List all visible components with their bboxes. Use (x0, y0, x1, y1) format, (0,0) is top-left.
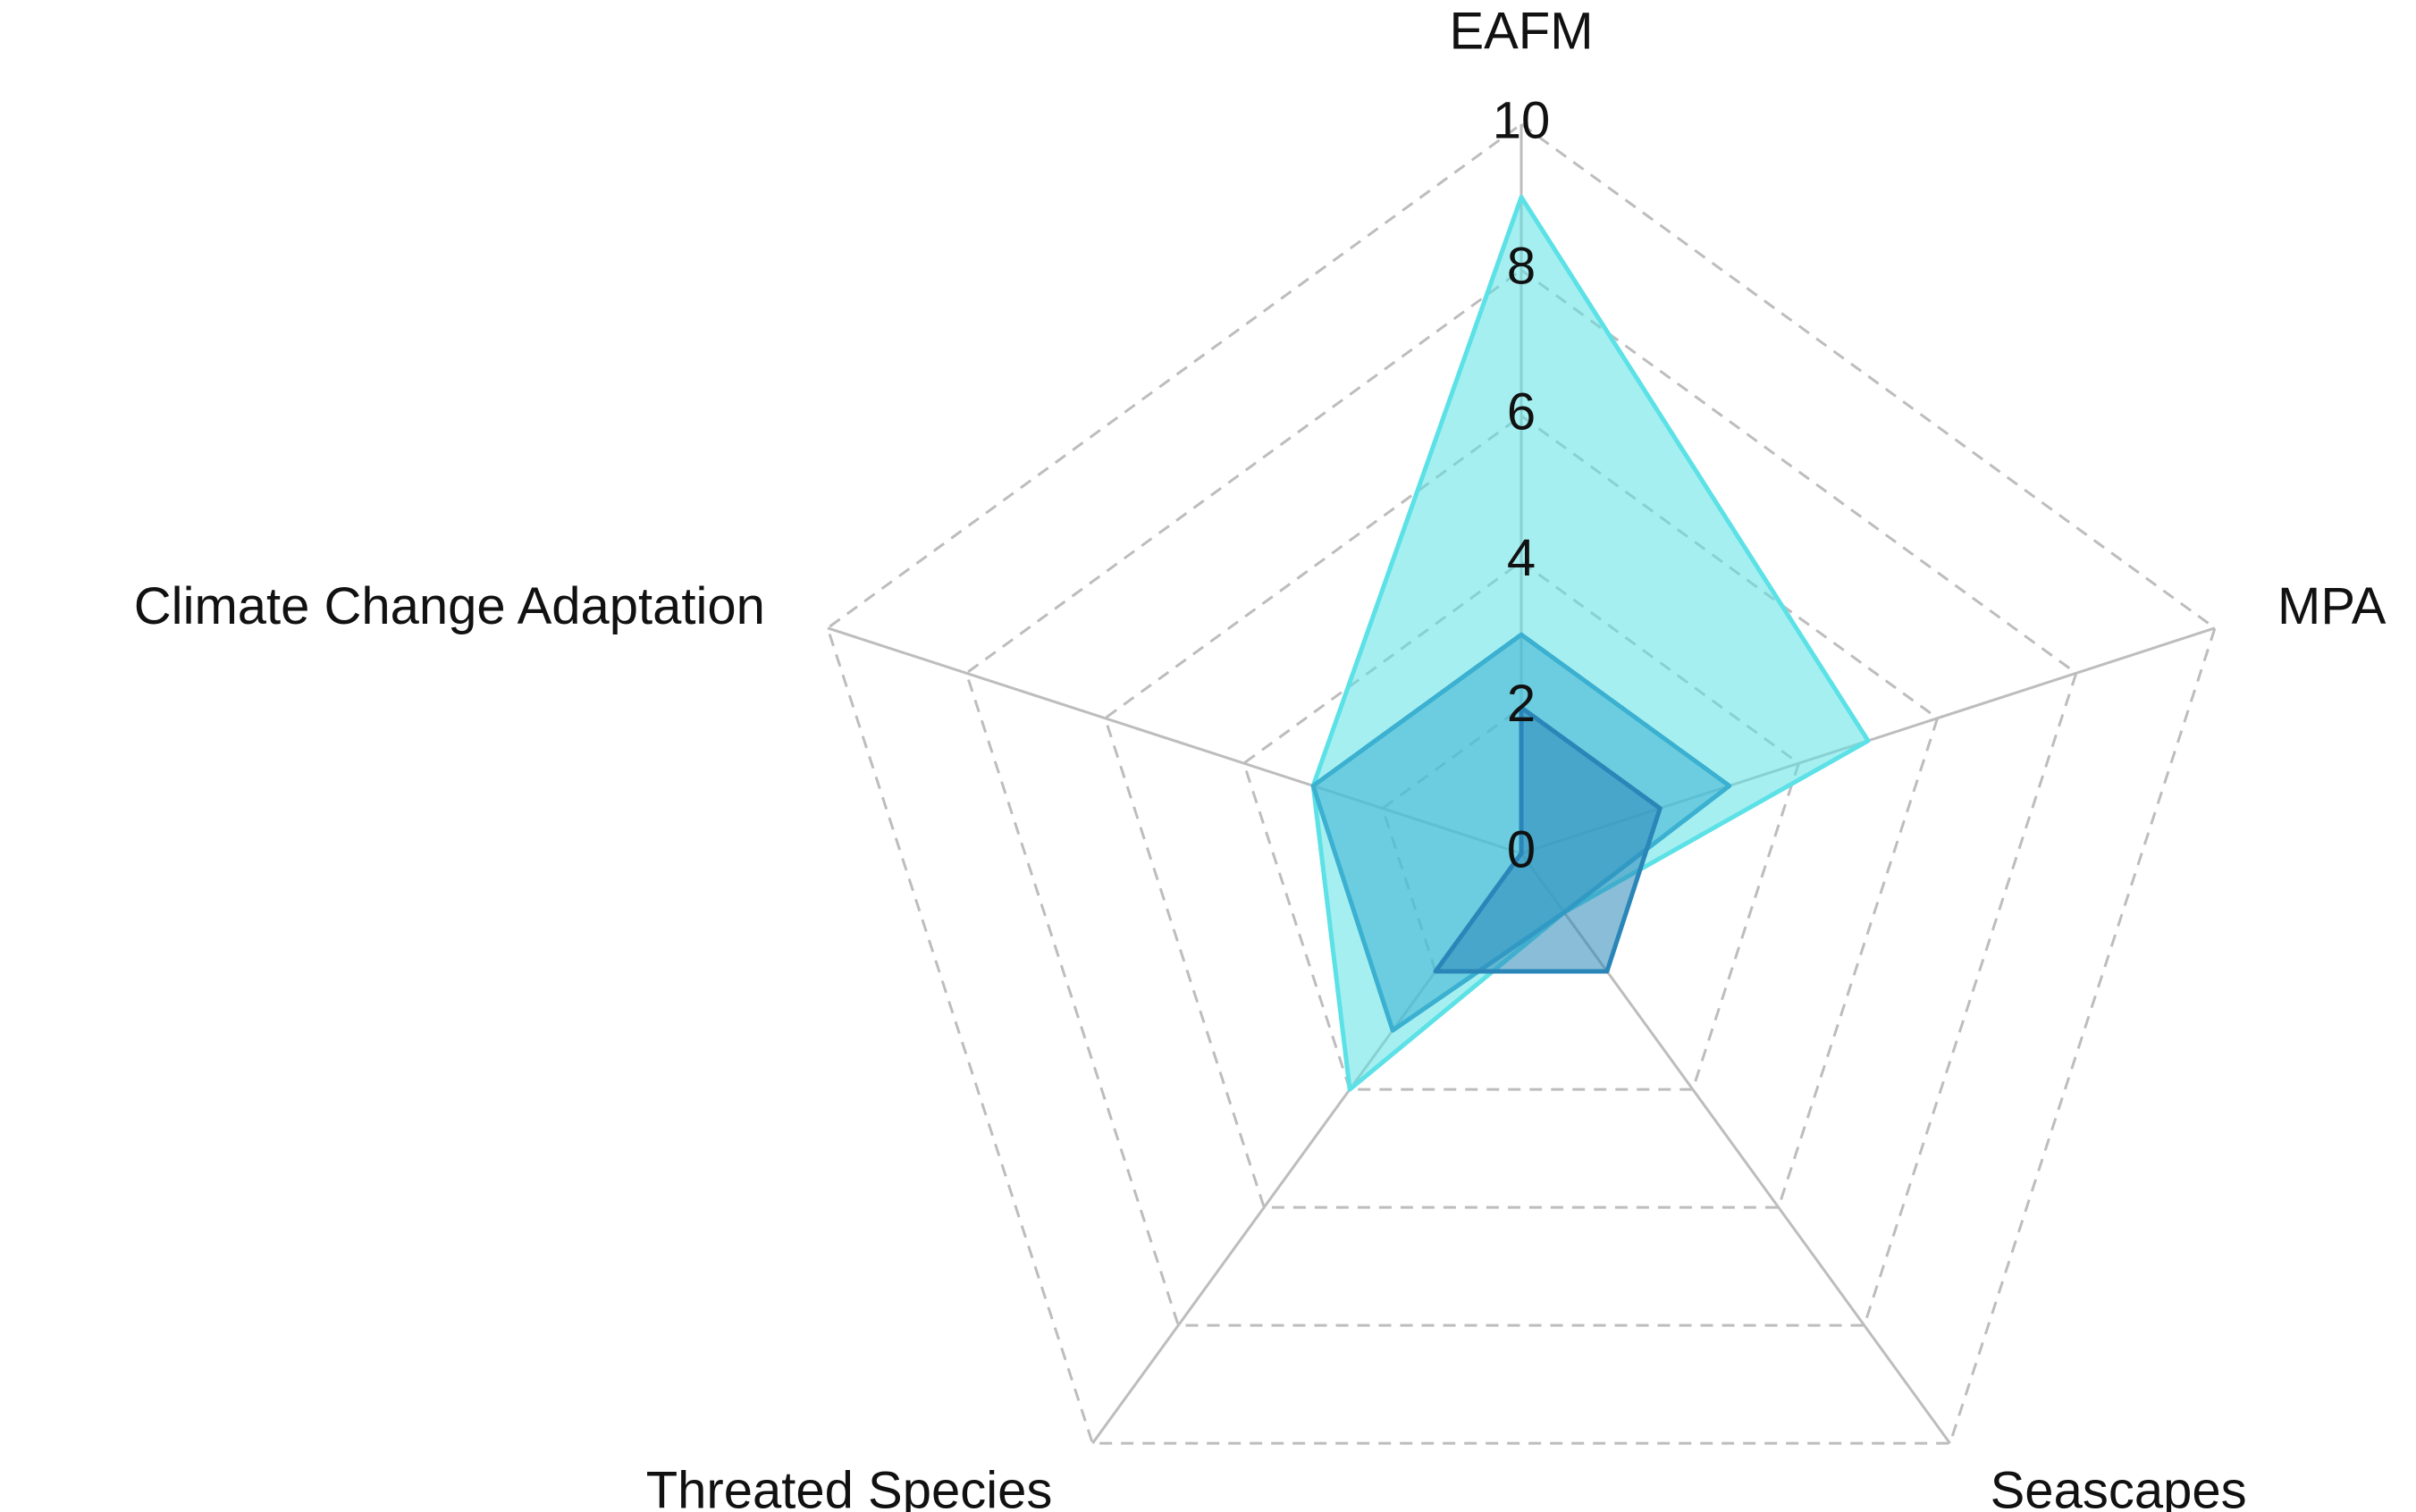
category-label: Threated Species (646, 1461, 1053, 1512)
grid-ring (826, 122, 2217, 1445)
series-area (1433, 705, 1663, 974)
r-tick-label: 8 (1507, 238, 1536, 296)
category-label: Seascapes (1991, 1461, 2247, 1512)
category-label: Climate Change Adaptation (134, 577, 765, 635)
r-tick-label: 10 (1493, 91, 1551, 149)
r-tick-label: 6 (1507, 383, 1536, 441)
category-label: EAFM (1449, 2, 1593, 60)
r-tick-label: 2 (1507, 675, 1536, 733)
r-tick-label: 4 (1507, 529, 1536, 587)
r-tick-label: 0 (1507, 820, 1536, 878)
category-label: MPA (2277, 577, 2387, 635)
grid-ring (964, 268, 2078, 1327)
